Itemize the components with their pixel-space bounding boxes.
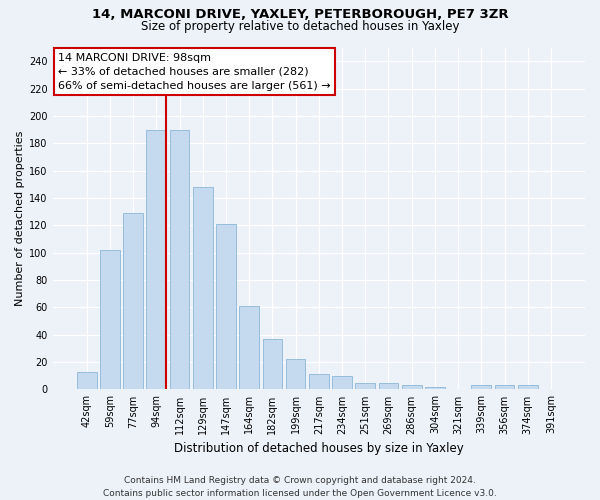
Bar [100,250,120,390]
Bar [309,374,329,390]
Text: 14 MARCONI DRIVE: 98sqm
← 33% of detached houses are smaller (282)
66% of semi-d: 14 MARCONI DRIVE: 98sqm ← 33% of detache… [58,52,331,90]
Text: 14, MARCONI DRIVE, YAXLEY, PETERBOROUGH, PE7 3ZR: 14, MARCONI DRIVE, YAXLEY, PETERBOROUGH,… [92,8,508,20]
Bar [332,376,352,390]
Bar [170,130,190,390]
Bar [425,386,445,390]
Bar [286,360,305,390]
Bar [472,386,491,390]
Bar [494,386,514,390]
Bar [123,213,143,390]
Text: Size of property relative to detached houses in Yaxley: Size of property relative to detached ho… [141,20,459,33]
Bar [146,130,166,390]
Bar [216,224,236,390]
Text: Contains HM Land Registry data © Crown copyright and database right 2024.
Contai: Contains HM Land Registry data © Crown c… [103,476,497,498]
Bar [239,306,259,390]
X-axis label: Distribution of detached houses by size in Yaxley: Distribution of detached houses by size … [174,442,464,455]
Bar [402,386,422,390]
Bar [355,382,375,390]
Bar [77,372,97,390]
Bar [518,386,538,390]
Bar [379,382,398,390]
Y-axis label: Number of detached properties: Number of detached properties [15,131,25,306]
Bar [193,187,212,390]
Bar [263,339,282,390]
